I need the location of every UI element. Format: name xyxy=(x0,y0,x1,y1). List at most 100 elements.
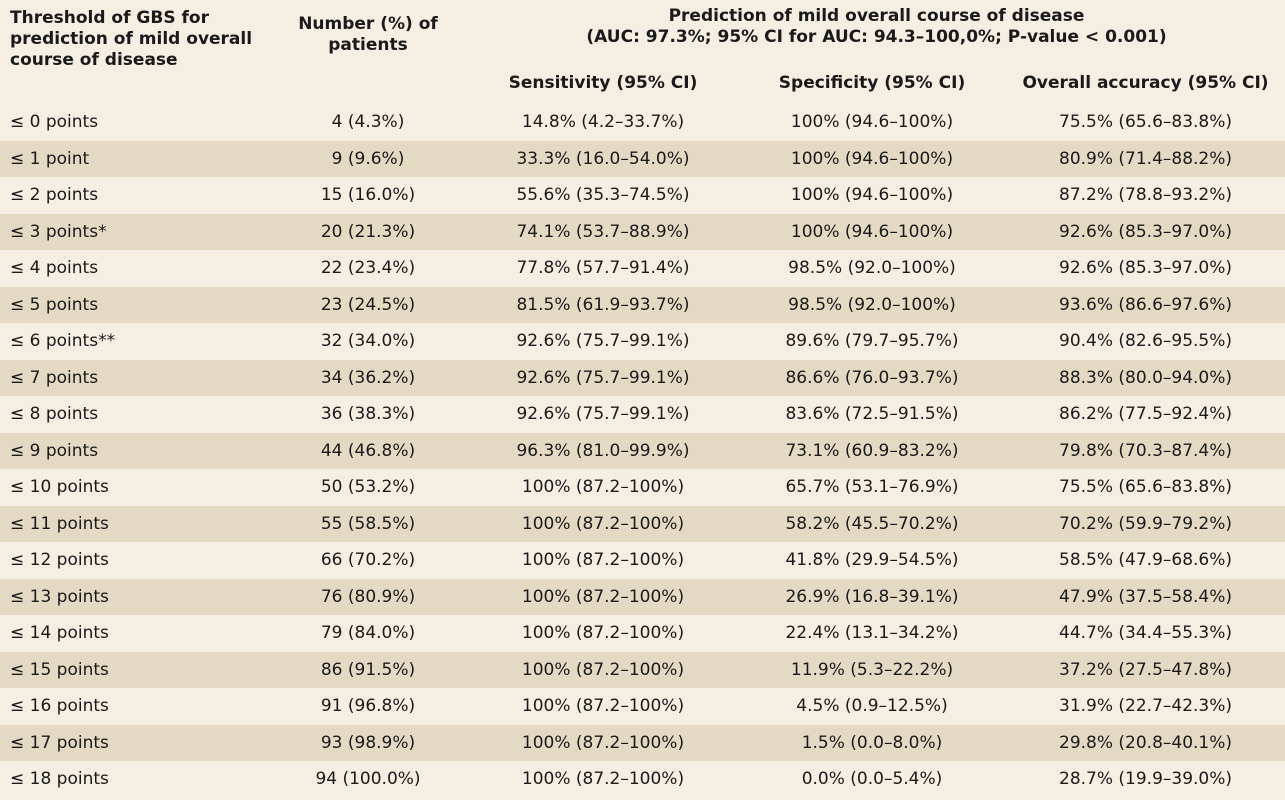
table-row: ≤ 6 points** 32 (34.0%) 92.6% (75.7–99.1%)… xyxy=(0,323,1285,360)
cell-threshold: ≤ 14 points xyxy=(10,623,109,644)
cell-number: 86 (91.5%) xyxy=(320,659,416,680)
cell-sensitivity: 100% (87.2–100%) xyxy=(521,659,685,680)
cell-specificity: 58.2% (45.5–70.2%) xyxy=(785,513,959,534)
cell-accuracy: 58.5% (47.9–68.6%) xyxy=(1059,550,1233,571)
cell-number: 36 (38.3%) xyxy=(320,404,416,425)
cell-sensitivity: 92.6% (75.7–99.1%) xyxy=(516,404,690,425)
cell-specificity: 83.6% (72.5–91.5%) xyxy=(785,404,959,425)
header-group-subtitle: (AUC: 97.3%; 95% CI for AUC: 94.3–100,0%… xyxy=(586,27,1167,47)
cell-accuracy: 88.3% (80.0–94.0%) xyxy=(1059,367,1233,388)
table-row: ≤ 8 points 36 (38.3%) 92.6% (75.7–99.1%) 83… xyxy=(0,396,1285,433)
cell-accuracy: 75.5% (65.6–83.8%) xyxy=(1059,477,1233,498)
cell-sensitivity: 100% (87.2–100%) xyxy=(521,513,685,534)
header-threshold: Threshold of GBS for prediction of mild … xyxy=(10,8,253,70)
cell-sensitivity: 96.3% (81.0–99.9%) xyxy=(516,440,690,461)
cell-threshold: ≤ 15 points xyxy=(10,659,109,680)
cell-threshold: ≤ 16 points xyxy=(10,696,109,717)
cell-number: 23 (24.5%) xyxy=(320,294,416,315)
cell-specificity: 65.7% (53.1–76.9%) xyxy=(785,477,959,498)
table-row: ≤ 3 points* 20 (21.3%) 74.1% (53.7–88.9%) 1… xyxy=(0,213,1285,250)
table-row: ≤ 14 points 79 (84.0%) 100% (87.2–100%) 22.… xyxy=(0,615,1285,652)
cell-sensitivity: 33.3% (16.0–54.0%) xyxy=(516,148,690,169)
cell-threshold: ≤ 10 points xyxy=(10,477,109,498)
cell-accuracy: 31.9% (22.7–42.3%) xyxy=(1059,696,1233,717)
cell-threshold: ≤ 7 points xyxy=(10,367,99,388)
cell-threshold: ≤ 4 points xyxy=(10,258,99,279)
cell-accuracy: 47.9% (37.5–58.4%) xyxy=(1059,586,1233,607)
cell-sensitivity: 100% (87.2–100%) xyxy=(521,623,685,644)
cell-number: 93 (98.9%) xyxy=(320,732,416,753)
cell-sensitivity: 100% (87.2–100%) xyxy=(521,696,685,717)
cell-specificity: 100% (94.6–100%) xyxy=(790,221,954,242)
cell-number: 44 (46.8%) xyxy=(320,440,416,461)
cell-specificity: 11.9% (5.3–22.2%) xyxy=(790,659,954,680)
cell-specificity: 100% (94.6–100%) xyxy=(790,148,954,169)
cell-threshold: ≤ 2 points xyxy=(10,185,99,206)
cell-number: 94 (100.0%) xyxy=(315,769,421,790)
cell-accuracy: 90.4% (82.6–95.5%) xyxy=(1059,331,1233,352)
cell-number: 55 (58.5%) xyxy=(320,513,416,534)
table-row: ≤ 4 points 22 (23.4%) 77.8% (57.7–91.4%) 98… xyxy=(0,250,1285,287)
cell-number: 9 (9.6%) xyxy=(331,148,405,169)
cell-specificity: 100% (94.6–100%) xyxy=(790,185,954,206)
cell-sensitivity: 55.6% (35.3–74.5%) xyxy=(516,185,690,206)
cell-sensitivity: 14.8% (4.2–33.7%) xyxy=(521,112,685,133)
table-body: ≤ 0 points 4 (4.3%) 14.8% (4.2–33.7%) 100% … xyxy=(0,104,1285,798)
cell-sensitivity: 100% (87.2–100%) xyxy=(521,732,685,753)
cell-accuracy: 70.2% (59.9–79.2%) xyxy=(1059,513,1233,534)
table-row: ≤ 0 points 4 (4.3%) 14.8% (4.2–33.7%) 100% … xyxy=(0,104,1285,141)
table-row: ≤ 18 points 94 (100.0%) 100% (87.2–100%) 0.… xyxy=(0,761,1285,798)
cell-specificity: 100% (94.6–100%) xyxy=(790,112,954,133)
cell-specificity: 4.5% (0.9–12.5%) xyxy=(796,696,948,717)
cell-threshold: ≤ 12 points xyxy=(10,550,109,571)
cell-number: 20 (21.3%) xyxy=(320,221,416,242)
cell-number: 34 (36.2%) xyxy=(320,367,416,388)
cell-accuracy: 37.2% (27.5–47.8%) xyxy=(1059,659,1233,680)
table-row: ≤ 12 points 66 (70.2%) 100% (87.2–100%) 41.… xyxy=(0,542,1285,579)
table-row: ≤ 2 points 15 (16.0%) 55.6% (35.3–74.5%) 10… xyxy=(0,177,1285,214)
table-row: ≤ 1 point 9 (9.6%) 33.3% (16.0–54.0%) 100% … xyxy=(0,140,1285,177)
table-header: Threshold of GBS for prediction of mild … xyxy=(0,0,1285,104)
cell-specificity: 41.8% (29.9–54.5%) xyxy=(785,550,959,571)
cell-sensitivity: 81.5% (61.9–93.7%) xyxy=(516,294,690,315)
cell-threshold: ≤ 9 points xyxy=(10,440,99,461)
header-specificity: Specificity (95% CI) xyxy=(778,72,966,93)
cell-accuracy: 87.2% (78.8–93.2%) xyxy=(1059,185,1233,206)
header-group-title: Prediction of mild overall course of dis… xyxy=(668,6,1085,26)
table-row: ≤ 11 points 55 (58.5%) 100% (87.2–100%) 58.… xyxy=(0,505,1285,542)
cell-sensitivity: 77.8% (57.7–91.4%) xyxy=(516,258,690,279)
cell-sensitivity: 100% (87.2–100%) xyxy=(521,769,685,790)
cell-accuracy: 80.9% (71.4–88.2%) xyxy=(1059,148,1233,169)
cell-accuracy: 28.7% (19.9–39.0%) xyxy=(1059,769,1233,790)
cell-number: 76 (80.9%) xyxy=(320,586,416,607)
header-sensitivity: Sensitivity (95% CI) xyxy=(508,72,698,93)
cell-number: 91 (96.8%) xyxy=(320,696,416,717)
cell-threshold: ≤ 3 points* xyxy=(10,221,107,242)
cell-accuracy: 92.6% (85.3–97.0%) xyxy=(1059,258,1233,279)
table-row: ≤ 7 points 34 (36.2%) 92.6% (75.7–99.1%) 86… xyxy=(0,359,1285,396)
cell-threshold: ≤ 17 points xyxy=(10,732,109,753)
header-number: Number (%) of patients xyxy=(298,14,438,55)
cell-number: 4 (4.3%) xyxy=(331,112,405,133)
cell-number: 32 (34.0%) xyxy=(320,331,416,352)
cell-specificity: 86.6% (76.0–93.7%) xyxy=(785,367,959,388)
table-row: ≤ 5 points 23 (24.5%) 81.5% (61.9–93.7%) 98… xyxy=(0,286,1285,323)
cell-sensitivity: 100% (87.2–100%) xyxy=(521,586,685,607)
cell-accuracy: 92.6% (85.3–97.0%) xyxy=(1059,221,1233,242)
cell-specificity: 98.5% (92.0–100%) xyxy=(788,294,956,315)
cell-specificity: 98.5% (92.0–100%) xyxy=(788,258,956,279)
table-row: ≤ 17 points 93 (98.9%) 100% (87.2–100%) 1.5… xyxy=(0,724,1285,761)
cell-sensitivity: 92.6% (75.7–99.1%) xyxy=(516,331,690,352)
cell-specificity: 22.4% (13.1–34.2%) xyxy=(785,623,959,644)
cell-accuracy: 93.6% (86.6–97.6%) xyxy=(1059,294,1233,315)
cell-number: 15 (16.0%) xyxy=(320,185,416,206)
table-row: ≤ 16 points 91 (96.8%) 100% (87.2–100%) 4.5… xyxy=(0,688,1285,725)
cell-sensitivity: 100% (87.2–100%) xyxy=(521,550,685,571)
cell-threshold: ≤ 6 points** xyxy=(10,331,116,352)
header-prediction-group: Prediction of mild overall course of dis… xyxy=(468,0,1285,62)
cell-number: 79 (84.0%) xyxy=(320,623,416,644)
cell-threshold: ≤ 0 points xyxy=(10,112,99,133)
cell-accuracy: 86.2% (77.5–92.4%) xyxy=(1059,404,1233,425)
